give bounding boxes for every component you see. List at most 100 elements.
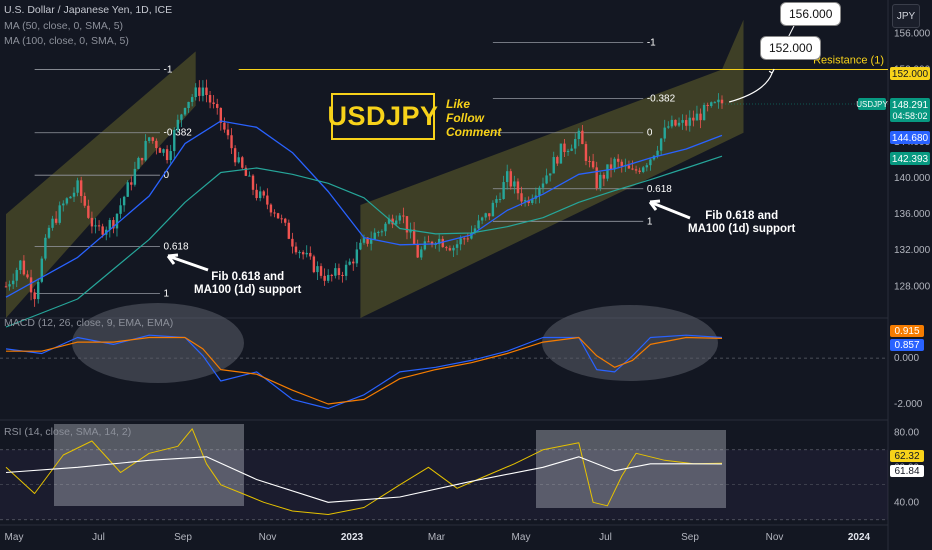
time-tick: May [5, 532, 24, 543]
candle-body [395, 220, 398, 225]
candle-body [230, 135, 233, 149]
left-channel [6, 51, 196, 319]
time-tick: Mar [428, 532, 446, 543]
candle-body [183, 108, 187, 115]
candle-body [477, 220, 480, 229]
candle-body [309, 252, 312, 257]
macd-price-bg [890, 325, 924, 337]
right-channel [360, 19, 744, 318]
candle-body [473, 228, 477, 233]
candle-body [330, 274, 333, 276]
candle-body [695, 113, 699, 121]
candle-body [162, 149, 165, 153]
candle-body [495, 199, 498, 203]
candle-body [602, 174, 606, 179]
candle-body [416, 244, 419, 258]
rsi-legend[interactable]: RSI (14, close, SMA, 14, 2) [4, 426, 132, 438]
candle-body [445, 247, 448, 249]
currency-badge[interactable]: JPY [892, 4, 920, 28]
candle-body [37, 281, 40, 300]
rsi-price-label: 62.32 [894, 451, 919, 462]
candle-body [355, 249, 359, 264]
candle-body [269, 204, 273, 213]
ma100-legend[interactable]: MA (100, close, 0, SMA, 5) [4, 35, 129, 47]
time-tick: 2024 [848, 532, 871, 543]
candle-body [606, 164, 609, 179]
rsi-price-label: 61.84 [894, 466, 919, 477]
candle-body [627, 165, 631, 169]
candle-body [4, 286, 8, 288]
candle-body [176, 119, 180, 130]
candle-body [119, 205, 122, 214]
cta-comment: Comment [446, 125, 502, 139]
candle-body [126, 182, 129, 197]
candle-body [319, 266, 323, 276]
target-156-callout: 156.000 [780, 2, 842, 26]
candle-body [470, 232, 473, 239]
fib-right-label: 0.618 [647, 184, 672, 195]
candle-body [327, 274, 330, 281]
candle-body [667, 126, 670, 128]
candle-body [437, 238, 441, 244]
candle-body [58, 205, 61, 223]
candle-body [506, 171, 509, 183]
time-tick: Jul [599, 532, 612, 543]
candle-body [563, 143, 566, 153]
left-support-line1: Fib 0.618 and [211, 271, 285, 283]
candle-body [87, 205, 90, 218]
macd-legend[interactable]: MACD (12, 26, close, 9, EMA, EMA) [4, 317, 174, 329]
candle-body [441, 238, 444, 248]
candle-body [294, 246, 298, 253]
candle-body [685, 120, 688, 126]
candle-body [642, 167, 645, 172]
candle-body [312, 256, 316, 273]
candle-body [670, 119, 674, 127]
candle-body [541, 183, 545, 188]
rsi-highlight-left [54, 424, 244, 506]
candle-body [122, 196, 126, 206]
candle-body [115, 213, 119, 229]
candle-body [577, 130, 580, 140]
candle-body [212, 102, 215, 104]
candle-body [688, 117, 691, 126]
candle-body [287, 222, 291, 239]
ma50-legend[interactable]: MA (50, close, 0, SMA, 5) [4, 20, 124, 32]
price-label: 144.680 [892, 133, 929, 144]
candle-body [165, 149, 169, 161]
candle-body [101, 226, 104, 235]
candle-body [19, 260, 22, 271]
candle-body [69, 196, 72, 199]
candle-body [198, 87, 201, 96]
time-tick: 2023 [341, 532, 364, 543]
candle-body [359, 242, 362, 250]
candle-body [233, 148, 237, 163]
candle-body [33, 292, 36, 300]
candle-body [631, 168, 634, 170]
candle-body [380, 231, 384, 233]
candle-body [405, 216, 409, 233]
candle-body [301, 252, 305, 255]
candle-body [72, 192, 76, 197]
candle-body [409, 229, 412, 233]
time-tick: Nov [766, 532, 784, 543]
candle-body [348, 261, 351, 265]
candle-body [498, 199, 502, 201]
fib-right-label: -1 [647, 37, 656, 48]
candle-body [595, 167, 598, 189]
time-tick: Sep [681, 532, 699, 543]
rsi-highlight-right [536, 430, 726, 508]
price-tick: 132.000 [894, 245, 931, 256]
price-tick: 136.000 [894, 209, 931, 220]
price-label-bg [890, 152, 930, 165]
signal-line [6, 336, 723, 405]
candle-body [291, 238, 294, 247]
candle-body [538, 187, 541, 196]
candle-body [223, 122, 226, 130]
candle-body [40, 258, 43, 282]
candle-body [634, 169, 638, 171]
candle-body [54, 218, 58, 223]
candle-body [659, 138, 663, 151]
candle-body [545, 175, 548, 184]
candle-body [613, 158, 616, 170]
